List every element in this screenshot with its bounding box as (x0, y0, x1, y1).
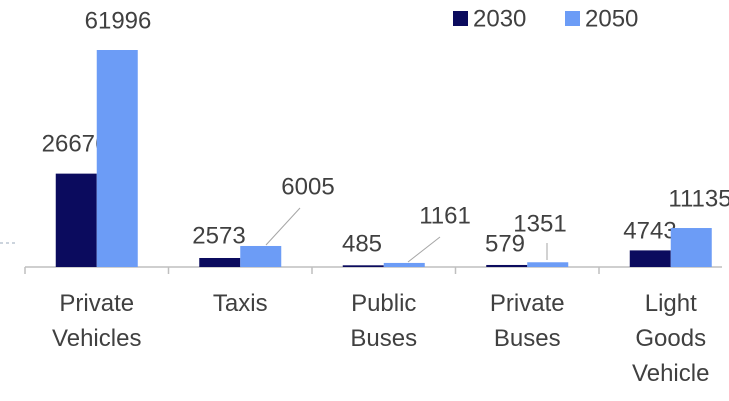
x-tick-label: Light Goods Vehicle (632, 290, 710, 387)
leader-line (265, 207, 301, 246)
x-tick-label: Taxis (212, 290, 268, 317)
data-label: 4743 (623, 217, 676, 244)
data-label: 11135 (668, 185, 729, 212)
bar (670, 228, 712, 267)
x-tick-label: Public Buses (350, 290, 418, 352)
data-label: 61996 (85, 7, 152, 34)
leader-line (407, 236, 441, 263)
data-label: 6005 (281, 173, 334, 200)
legend-swatch (565, 11, 580, 26)
bar (96, 50, 138, 267)
legend-label: 2050 (585, 5, 638, 32)
legend-swatch (453, 11, 468, 26)
x-tick-label: Private Buses (489, 290, 565, 352)
bar (342, 265, 384, 267)
bar (240, 245, 282, 267)
data-label: 1351 (513, 210, 566, 237)
legend-label: 2030 (473, 5, 526, 32)
data-label: 485 (342, 230, 382, 257)
bar (527, 262, 569, 267)
bar (629, 250, 671, 267)
data-label: 1161 (419, 202, 471, 229)
bar (383, 262, 425, 267)
x-tick-label: Private Vehicles (52, 290, 142, 352)
bar (486, 264, 528, 267)
data-label: 2573 (192, 222, 245, 249)
data-label: 579 (485, 230, 525, 257)
bar (199, 257, 241, 267)
bar (55, 173, 97, 267)
